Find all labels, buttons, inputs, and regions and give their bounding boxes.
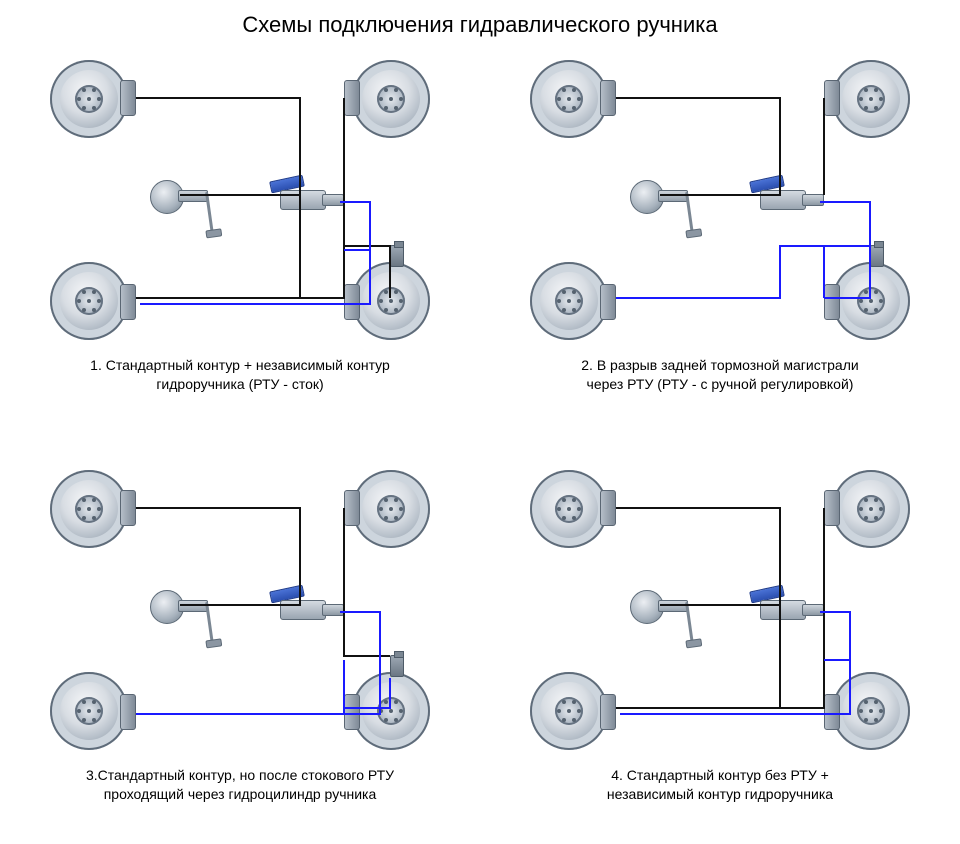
handbrake-body-icon xyxy=(280,600,326,620)
hydraulic-handbrake-assembly xyxy=(750,182,830,222)
hydraulic-handbrake-assembly xyxy=(270,182,350,222)
diagram-4 xyxy=(500,460,940,760)
rtu-valve-icon xyxy=(390,655,404,677)
panel-2: 2. В разрыв задней тормозной магистрали … xyxy=(480,50,960,430)
caliper-front-right xyxy=(824,490,840,526)
master-cylinder-icon xyxy=(658,190,688,202)
wheel-rear-right xyxy=(832,672,910,750)
handbrake-cylinder-icon xyxy=(322,194,344,206)
wheel-rear-left xyxy=(50,672,128,750)
wheel-rear-right xyxy=(352,672,430,750)
caliper-rear-left xyxy=(600,284,616,320)
caliper-front-left xyxy=(600,80,616,116)
caliper-rear-right xyxy=(824,694,840,730)
brake-pedal-icon xyxy=(205,192,214,236)
handbrake-body-icon xyxy=(760,600,806,620)
master-cylinder-icon xyxy=(178,600,208,612)
diagram-1 xyxy=(20,50,460,350)
caption-line: независимый контур гидроручника xyxy=(607,786,833,802)
diagram-3 xyxy=(20,460,460,760)
page-title: Схемы подключения гидравлического ручник… xyxy=(0,12,960,38)
caliper-rear-right xyxy=(344,284,360,320)
wheel-front-right xyxy=(832,470,910,548)
handbrake-body-icon xyxy=(760,190,806,210)
hydraulic-handbrake-assembly xyxy=(270,592,350,632)
caption-line: 1. Стандартный контур + независимый конт… xyxy=(90,357,390,373)
wheel-rear-right xyxy=(832,262,910,340)
wheel-rear-right xyxy=(352,262,430,340)
caption-line: 3.Стандартный контур, но после стокового… xyxy=(86,767,394,783)
caliper-rear-right xyxy=(824,284,840,320)
wheel-front-right xyxy=(832,60,910,138)
master-cylinder-assembly xyxy=(150,180,210,210)
panel-4: 4. Стандартный контур без РТУ + независи… xyxy=(480,460,960,840)
wheel-front-left xyxy=(50,470,128,548)
caliper-front-right xyxy=(344,490,360,526)
master-cylinder-assembly xyxy=(630,590,690,620)
wheel-rear-left xyxy=(50,262,128,340)
caliper-rear-right xyxy=(344,694,360,730)
rtu-valve-icon xyxy=(390,245,404,267)
brake-pedal-icon xyxy=(685,602,694,646)
handbrake-cylinder-icon xyxy=(802,194,824,206)
wheel-front-left xyxy=(50,60,128,138)
panel-3: 3.Стандартный контур, но после стокового… xyxy=(0,460,480,840)
wheel-front-left xyxy=(530,470,608,548)
master-cylinder-icon xyxy=(178,190,208,202)
caption-line: 2. В разрыв задней тормозной магистрали xyxy=(581,357,858,373)
panel-1: 1. Стандартный контур + независимый конт… xyxy=(0,50,480,430)
wheel-front-left xyxy=(530,60,608,138)
master-cylinder-assembly xyxy=(630,180,690,210)
master-cylinder-assembly xyxy=(150,590,210,620)
wheel-front-right xyxy=(352,60,430,138)
wheel-front-right xyxy=(352,470,430,548)
master-cylinder-icon xyxy=(658,600,688,612)
caliper-front-left xyxy=(120,490,136,526)
caption-line: через РТУ (РТУ - с ручной регулировкой) xyxy=(587,376,854,392)
wheel-rear-left xyxy=(530,672,608,750)
caption-line: проходящий через гидроцилиндр ручника xyxy=(104,786,377,802)
caption-line: гидроручника (РТУ - сток) xyxy=(156,376,323,392)
caption-3: 3.Стандартный контур, но после стокового… xyxy=(0,760,480,804)
caliper-front-left xyxy=(600,490,616,526)
main-circuit-line xyxy=(136,508,390,656)
caliper-rear-left xyxy=(120,694,136,730)
caliper-front-left xyxy=(120,80,136,116)
handbrake-body-icon xyxy=(280,190,326,210)
caliper-front-right xyxy=(824,80,840,116)
diagram-2 xyxy=(500,50,940,350)
caption-2: 2. В разрыв задней тормозной магистрали … xyxy=(480,350,960,394)
caliper-rear-left xyxy=(120,284,136,320)
caliper-front-right xyxy=(344,80,360,116)
diagram-grid: 1. Стандартный контур + независимый конт… xyxy=(0,50,960,840)
caption-4: 4. Стандартный контур без РТУ + независи… xyxy=(480,760,960,804)
brake-pedal-icon xyxy=(205,602,214,646)
caption-line: 4. Стандартный контур без РТУ + xyxy=(611,767,829,783)
handbrake-cylinder-icon xyxy=(802,604,824,616)
caliper-rear-left xyxy=(600,694,616,730)
rtu-valve-icon xyxy=(870,245,884,267)
caption-1: 1. Стандартный контур + независимый конт… xyxy=(0,350,480,394)
handbrake-cylinder-icon xyxy=(322,604,344,616)
wheel-rear-left xyxy=(530,262,608,340)
hydraulic-handbrake-assembly xyxy=(750,592,830,632)
brake-pedal-icon xyxy=(685,192,694,236)
